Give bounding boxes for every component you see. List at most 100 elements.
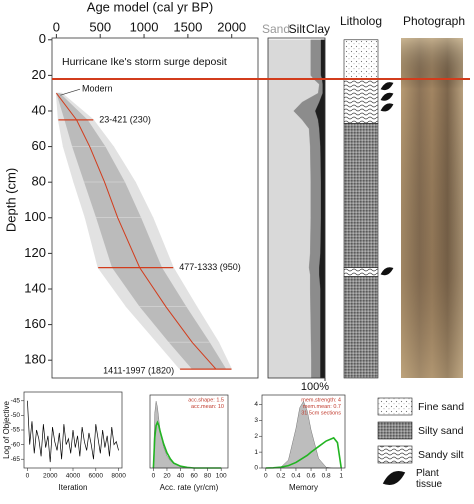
annotation: Hurricane Ike's storm surge deposit: [62, 56, 227, 68]
uncertainty-core: [139, 306, 210, 343]
annotation: mem.mean: 0.7: [303, 404, 341, 410]
annotation: Modern: [82, 84, 113, 94]
panel-frame: [267, 37, 326, 379]
x-axis-title: Memory: [289, 483, 318, 492]
x-tick-label: 100%: [301, 381, 329, 393]
lithology-layer: [343, 267, 379, 277]
x-tick-label: 40: [177, 473, 185, 480]
plot-frame: [149, 394, 229, 469]
uncertainty-core: [72, 146, 126, 183]
y-tick-label: 1: [254, 449, 258, 456]
trace-line: [27, 400, 119, 463]
y-tick-label: 180: [24, 352, 46, 367]
y-tick-label: 100: [24, 209, 46, 224]
uncertainty-core: [84, 182, 142, 218]
date-label: 1411-1997 (1820): [103, 365, 174, 375]
mean-line: [55, 92, 217, 370]
plant-tissue: [380, 92, 394, 101]
x-tick-label: 500: [89, 19, 111, 34]
plant-tissue: [380, 82, 394, 91]
x-axis-title: Age model (cal yr BP): [87, 0, 213, 14]
y-tick-label: -55: [11, 427, 21, 434]
x-tick-label: 60: [190, 473, 198, 480]
x-tick-label: 0.2: [276, 473, 285, 480]
y-tick-label: 0: [39, 31, 46, 46]
annotation: 31 5cm sections: [301, 410, 341, 416]
x-axis-title: Iteration: [59, 483, 88, 492]
legend-swatch: [377, 397, 413, 416]
lithology-layer: [343, 39, 379, 80]
y-tick-label: -50: [11, 412, 21, 419]
plot-frame: [261, 394, 346, 469]
x-tick-label: 80: [204, 473, 212, 480]
y-tick-label: 3: [254, 417, 258, 424]
annotation: acc.mean: 10: [191, 404, 224, 410]
legend-label: Silt: [289, 22, 306, 36]
lithology-layer: [343, 276, 379, 379]
plot-frame: [51, 37, 259, 379]
plant-tissue: [380, 267, 394, 276]
x-tick-label: 0: [53, 19, 60, 34]
x-tick-label: 2000: [43, 473, 58, 480]
x-tick-label: 0: [26, 473, 30, 480]
uncertainty-core: [56, 93, 88, 120]
y-tick-label: 0: [254, 465, 258, 472]
y-tick-label: 120: [24, 245, 46, 260]
legend-label: Sandy silt: [418, 449, 464, 461]
date-label: 477-1333 (950): [179, 262, 241, 272]
x-tick-label: 1500: [173, 19, 202, 34]
x-axis-title: Acc. rate (yr/cm): [160, 483, 219, 492]
y-tick-label: -45: [11, 397, 21, 404]
panel-title: Photograph: [403, 14, 465, 28]
y-tick-label: 2: [254, 433, 258, 440]
y-tick-label: -65: [11, 456, 21, 463]
leader: [60, 88, 81, 96]
x-tick-label: 8000: [111, 473, 126, 480]
x-tick-label: 1: [339, 473, 343, 480]
y-tick-label: 80: [32, 174, 46, 189]
x-tick-label: 4000: [66, 473, 81, 480]
y-tick-label: 20: [32, 67, 46, 82]
legend-label: Clay: [306, 22, 330, 36]
y-axis-title: Log of Objective: [2, 401, 11, 459]
y-tick-label: 140: [24, 280, 46, 295]
x-tick-label: 20: [163, 473, 171, 480]
y-tick-label: 160: [24, 316, 46, 331]
date-label: 23-421 (230): [99, 114, 151, 124]
x-tick-label: 0.8: [322, 473, 331, 480]
legend-swatch: [382, 471, 406, 485]
plant-tissue: [380, 103, 394, 112]
x-tick-label: 0: [264, 473, 268, 480]
legend-swatch: [377, 421, 413, 440]
x-tick-label: 6000: [89, 473, 104, 480]
uncertainty-core: [64, 119, 106, 147]
posterior-area: [153, 401, 222, 469]
legend-label: Fine sand: [418, 401, 464, 413]
legend-label: Plant tissue: [416, 468, 443, 490]
annotation: mem.strength: 4: [301, 397, 341, 403]
annotation: acc.shape: 1.5: [188, 397, 224, 403]
y-tick-label: 60: [32, 138, 46, 153]
x-tick-label: 2000: [217, 19, 246, 34]
y-tick-label: 4: [254, 401, 258, 408]
lithology-layer: [343, 123, 379, 268]
prior-line: [265, 436, 343, 469]
x-tick-label: 0.6: [307, 473, 316, 480]
x-tick-label: 0.4: [291, 473, 300, 480]
y-axis-title: Depth (cm): [3, 168, 18, 232]
uncertainty-core: [112, 267, 187, 307]
y-tick-label: 40: [32, 102, 46, 117]
legend-label: Silty sand: [418, 425, 464, 437]
x-tick-label: 1000: [130, 19, 159, 34]
legend-label: Sand: [262, 22, 290, 36]
x-tick-label: 100: [216, 473, 227, 480]
y-tick-label: -60: [11, 441, 21, 448]
uncertainty-core: [168, 342, 227, 370]
lithology-layer: [343, 78, 379, 124]
legend-swatch: [377, 445, 413, 464]
core-photo-shade: [401, 38, 463, 378]
panel-title: Litholog: [340, 14, 382, 28]
x-tick-label: 0: [152, 473, 156, 480]
